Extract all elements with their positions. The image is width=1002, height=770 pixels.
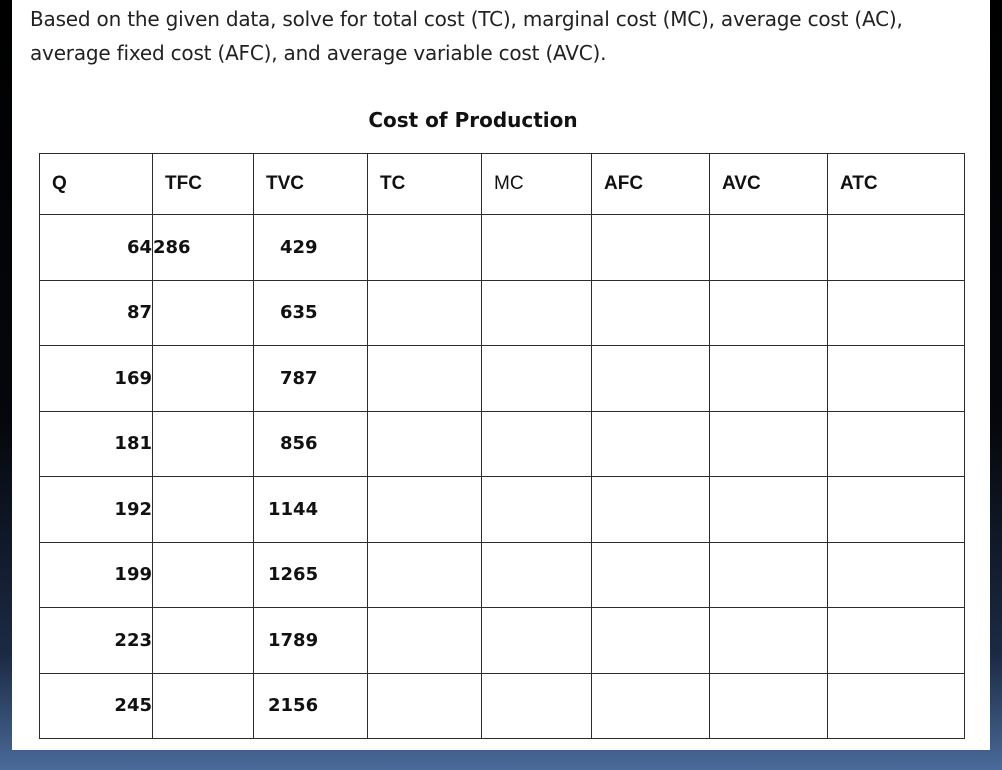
table-row: 199 1265 bbox=[39, 541, 965, 608]
cost-of-production-table: Q TFC TVC TC MC AFC AVC ATC 64 286 429 87 63… bbox=[39, 153, 965, 739]
table-row: 169 787 bbox=[39, 345, 965, 412]
cell-tc bbox=[367, 672, 482, 739]
cell-q: 87 bbox=[39, 279, 153, 346]
cell-afc bbox=[591, 541, 710, 608]
cell-mc bbox=[481, 607, 592, 674]
cell-afc bbox=[591, 476, 710, 543]
cell-atc bbox=[827, 410, 965, 477]
cell-afc bbox=[591, 607, 710, 674]
cell-avc bbox=[709, 607, 828, 674]
table-row: 64 286 429 bbox=[39, 214, 965, 281]
cell-tvc: 856 bbox=[253, 410, 368, 477]
cell-atc bbox=[827, 541, 965, 608]
cell-atc bbox=[827, 476, 965, 543]
cell-tc bbox=[367, 279, 482, 346]
cell-avc bbox=[709, 476, 828, 543]
cell-tc bbox=[367, 476, 482, 543]
cell-q: 64 bbox=[39, 214, 153, 281]
cell-tfc: 286 bbox=[152, 214, 254, 281]
cell-atc bbox=[827, 345, 965, 412]
table-header-row: Q TFC TVC TC MC AFC AVC ATC bbox=[39, 153, 965, 215]
cell-tc bbox=[367, 214, 482, 281]
cell-tc bbox=[367, 541, 482, 608]
column-header-avc: AVC bbox=[709, 153, 828, 215]
cell-afc bbox=[591, 672, 710, 739]
cell-afc bbox=[591, 345, 710, 412]
cell-q: 223 bbox=[39, 607, 153, 674]
table-caption: Cost of Production bbox=[368, 108, 578, 132]
column-header-tc: TC bbox=[367, 153, 482, 215]
cell-tfc bbox=[152, 345, 254, 412]
cell-avc bbox=[709, 410, 828, 477]
cell-mc bbox=[481, 410, 592, 477]
problem-statement: Based on the given data, solve for total… bbox=[30, 7, 903, 65]
cell-atc bbox=[827, 279, 965, 346]
cell-q: 245 bbox=[39, 672, 153, 739]
column-header-afc: AFC bbox=[591, 153, 710, 215]
cell-q: 192 bbox=[39, 476, 153, 543]
column-header-tfc: TFC bbox=[152, 153, 254, 215]
cell-q: 199 bbox=[39, 541, 153, 608]
cell-tfc bbox=[152, 476, 254, 543]
table-row: 245 2156 bbox=[39, 672, 965, 739]
column-header-tvc: TVC bbox=[253, 153, 368, 215]
cell-tfc bbox=[152, 607, 254, 674]
cell-tfc bbox=[152, 279, 254, 346]
cell-tfc bbox=[152, 672, 254, 739]
cell-tvc: 429 bbox=[253, 214, 368, 281]
cell-tvc: 787 bbox=[253, 345, 368, 412]
cell-avc bbox=[709, 279, 828, 346]
cell-tvc: 635 bbox=[253, 279, 368, 346]
cell-avc bbox=[709, 214, 828, 281]
cell-tvc: 1144 bbox=[253, 476, 368, 543]
cell-mc bbox=[481, 279, 592, 346]
cell-tc bbox=[367, 607, 482, 674]
cell-atc bbox=[827, 214, 965, 281]
cell-mc bbox=[481, 214, 592, 281]
cell-mc bbox=[481, 345, 592, 412]
cell-q: 169 bbox=[39, 345, 153, 412]
cell-tc bbox=[367, 345, 482, 412]
table-row: 192 1144 bbox=[39, 476, 965, 543]
cell-tfc bbox=[152, 541, 254, 608]
cell-mc bbox=[481, 476, 592, 543]
table-row: 181 856 bbox=[39, 410, 965, 477]
cell-avc bbox=[709, 541, 828, 608]
document-page: Based on the given data, solve for total… bbox=[12, 0, 990, 750]
cell-afc bbox=[591, 410, 710, 477]
cell-q: 181 bbox=[39, 410, 153, 477]
cell-avc bbox=[709, 672, 828, 739]
cell-afc bbox=[591, 279, 710, 346]
cell-mc bbox=[481, 672, 592, 739]
cell-atc bbox=[827, 672, 965, 739]
cell-atc bbox=[827, 607, 965, 674]
cell-avc bbox=[709, 345, 828, 412]
cell-tvc: 1789 bbox=[253, 607, 368, 674]
cell-tfc bbox=[152, 410, 254, 477]
table-row: 223 1789 bbox=[39, 607, 965, 674]
column-header-q: Q bbox=[39, 153, 153, 215]
cell-mc bbox=[481, 541, 592, 608]
cell-tvc: 1265 bbox=[253, 541, 368, 608]
column-header-atc: ATC bbox=[827, 153, 965, 215]
cell-tc bbox=[367, 410, 482, 477]
column-header-mc: MC bbox=[481, 153, 592, 215]
cell-afc bbox=[591, 214, 710, 281]
cell-tvc: 2156 bbox=[253, 672, 368, 739]
table-row: 87 635 bbox=[39, 279, 965, 346]
